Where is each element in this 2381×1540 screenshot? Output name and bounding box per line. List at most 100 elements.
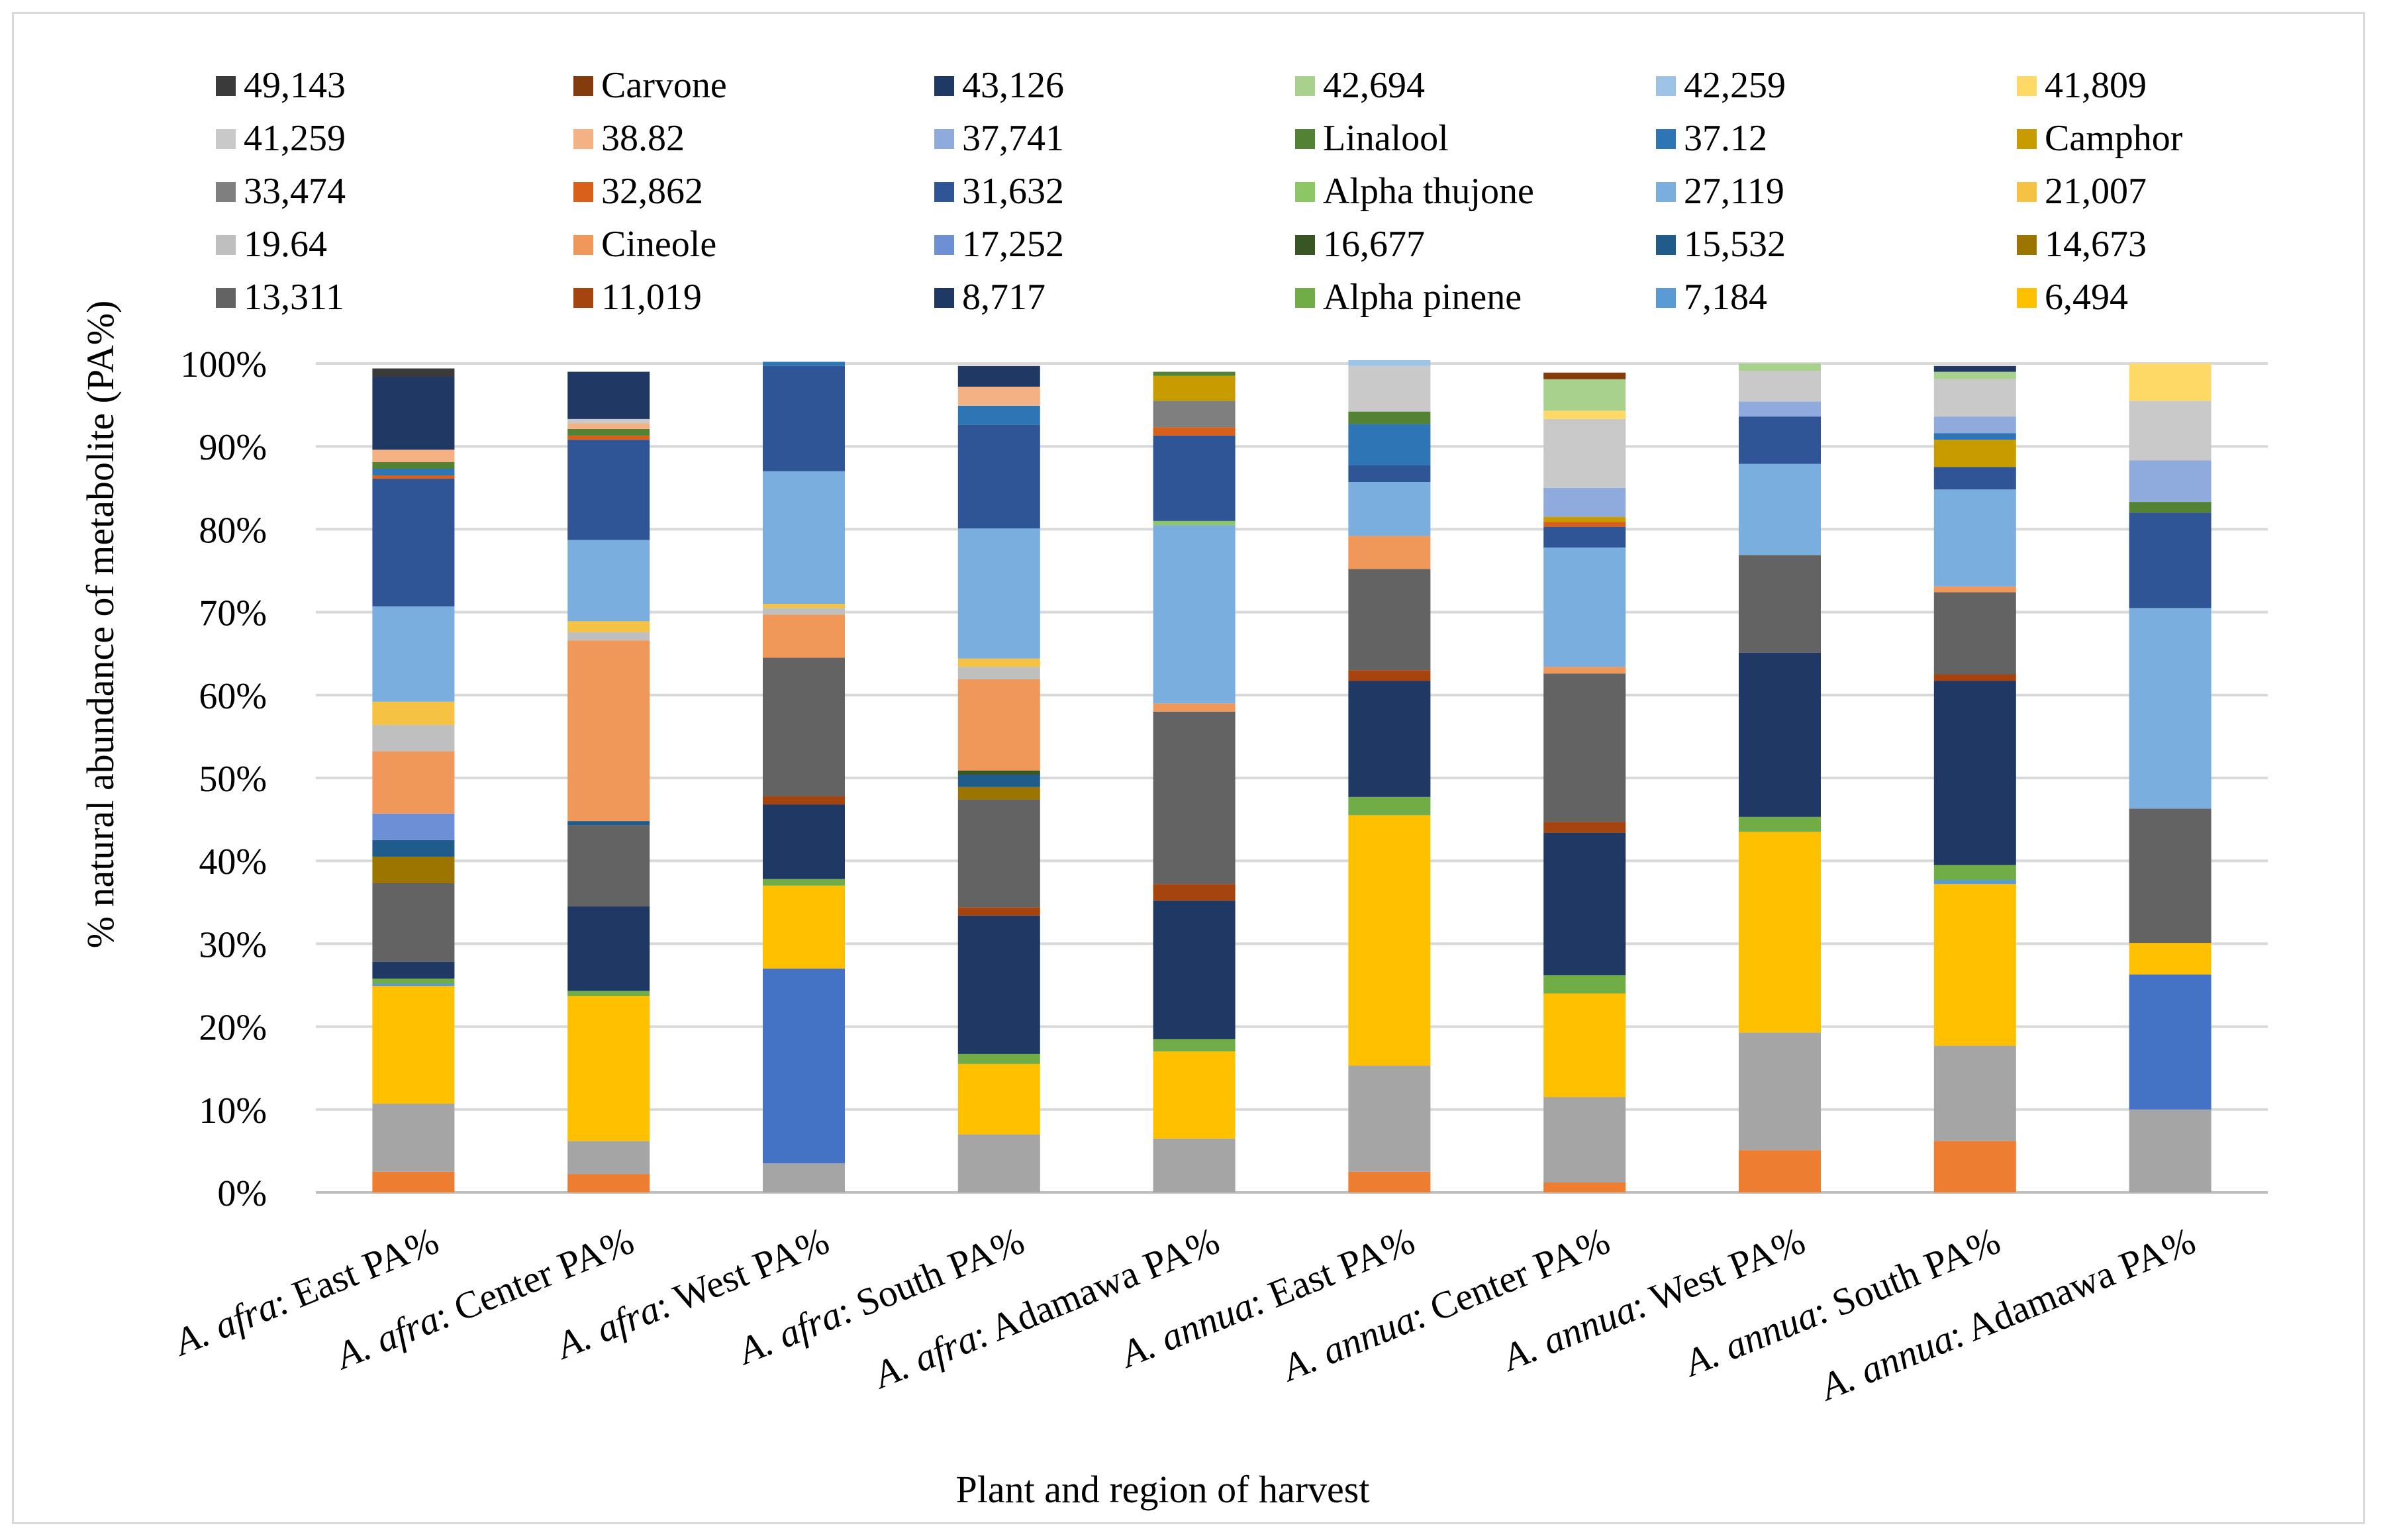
bar-segment [2129, 608, 2211, 809]
legend-swatch [216, 129, 236, 149]
bar-segment [372, 701, 455, 725]
bar-segment [1933, 1141, 2016, 1192]
legend-label: 42,259 [1684, 65, 1786, 106]
bar-segment [1348, 796, 1431, 816]
legend-label: Camphor [2045, 118, 2183, 159]
legend-swatch [216, 235, 236, 255]
bar-segment [372, 377, 455, 450]
legend-label: Linalool [1323, 118, 1449, 159]
bar-segment [372, 368, 455, 377]
bar-segment [1933, 879, 2016, 885]
legend-label: 42,694 [1323, 65, 1425, 106]
bar-segment [1543, 547, 1626, 667]
legend-swatch [2017, 288, 2037, 308]
bar-segment [763, 657, 845, 796]
legend-swatch [934, 182, 954, 202]
bar-segment [1933, 416, 2016, 434]
bar-segment [1348, 1065, 1431, 1172]
bar-segment [567, 540, 650, 622]
bar-segment [957, 405, 1040, 425]
bar-segment [2129, 460, 2211, 503]
stacked-bar-chart: 49,143 Carvone 43,126 42,694 42,259 41,809 41,… [79, 65, 2268, 1511]
bar-segment [763, 885, 845, 969]
bar-segment [372, 450, 455, 462]
legend-swatch [216, 182, 236, 202]
legend-swatch [2017, 76, 2037, 96]
y-tick-label: 30% [199, 924, 267, 965]
bar-segment [957, 799, 1040, 908]
bar-segment [372, 856, 455, 884]
legend-label: 31,632 [962, 171, 1064, 212]
bar-segment [763, 804, 845, 879]
legend-label: 37,741 [962, 118, 1064, 159]
legend-swatch [1656, 182, 1676, 202]
legend-label: 14,673 [2045, 224, 2147, 265]
bar-segment [1153, 427, 1236, 436]
bar-segment [372, 469, 455, 476]
bar-segment [957, 658, 1040, 667]
bar-segment [763, 365, 845, 471]
legend-label: 17,252 [962, 224, 1064, 265]
legend-swatch [1295, 129, 1315, 149]
bar-segment [1543, 1097, 1626, 1182]
bar-segment [1348, 1171, 1431, 1192]
bar-segment [1348, 482, 1431, 536]
bar-segment [1739, 363, 1821, 371]
legend-swatch [2017, 182, 2037, 202]
y-axis-ticks: 0% 10% 20% 30% 40% 50% 60% 70% 80% 90% 100% [180, 344, 267, 1214]
bar-segment [567, 435, 650, 440]
legend-label: 16,677 [1323, 224, 1425, 265]
x-axis-ticks: A. afra: East PA%A. afra: Center PA%A. a… [166, 1219, 2202, 1410]
legend-swatch [216, 76, 236, 96]
x-tick-label: A. afra: Adamawa PA% [866, 1219, 1226, 1398]
bar-segment [763, 1163, 845, 1192]
bar-segment [567, 996, 650, 1141]
bar-segment [372, 1171, 455, 1192]
bar-segment [372, 983, 455, 987]
bar-segment [1933, 674, 2016, 681]
bar-segment [763, 614, 845, 658]
bar-segment [1739, 463, 1821, 555]
bar-segment [1933, 865, 2016, 880]
bar-segment [1153, 375, 1236, 401]
x-tick-label: A. annua: Center PA% [1274, 1219, 1616, 1390]
legend-swatch [1656, 129, 1676, 149]
bar-segment [1933, 1045, 2016, 1141]
legend-label: 37.12 [1684, 118, 1767, 159]
bar-segment [2129, 974, 2211, 1110]
bar-segment [567, 990, 650, 996]
bar-segment [1348, 536, 1431, 569]
legend-swatch [573, 288, 593, 308]
legend-swatch [934, 235, 954, 255]
bar-segment [1933, 681, 2016, 865]
bar-segment [763, 604, 845, 608]
y-axis-title: % natural abundance of metabolite (PA%) [79, 301, 122, 949]
bar-segment [372, 883, 455, 962]
bar-segment [957, 667, 1040, 680]
bar-segment [372, 840, 455, 857]
bar-segment [1543, 832, 1626, 975]
bar-segment [2129, 1109, 2211, 1192]
legend-swatch [573, 182, 593, 202]
legend-swatch [2017, 235, 2037, 255]
legend-label: Carvone [601, 65, 727, 106]
bar-segment [957, 770, 1040, 775]
legend-swatch [1656, 288, 1676, 308]
y-tick-label: 40% [199, 842, 267, 883]
bar-segment [1348, 424, 1431, 465]
bar-segment [567, 906, 650, 991]
bar-segment [372, 606, 455, 702]
bar-segment [372, 479, 455, 606]
bar-segment [1543, 667, 1626, 674]
bar-segment [1933, 592, 2016, 675]
legend-label: 33,474 [244, 171, 346, 212]
bar-segment [1543, 487, 1626, 517]
bar-segment [1933, 440, 2016, 467]
bar-segment [1739, 1032, 1821, 1151]
bar-segment [372, 978, 455, 984]
legend-swatch [573, 129, 593, 149]
legend-label: 19.64 [244, 224, 327, 265]
legend-label: 11,019 [601, 277, 702, 318]
bar-segment [1543, 993, 1626, 1098]
bar-segment [957, 1134, 1040, 1192]
